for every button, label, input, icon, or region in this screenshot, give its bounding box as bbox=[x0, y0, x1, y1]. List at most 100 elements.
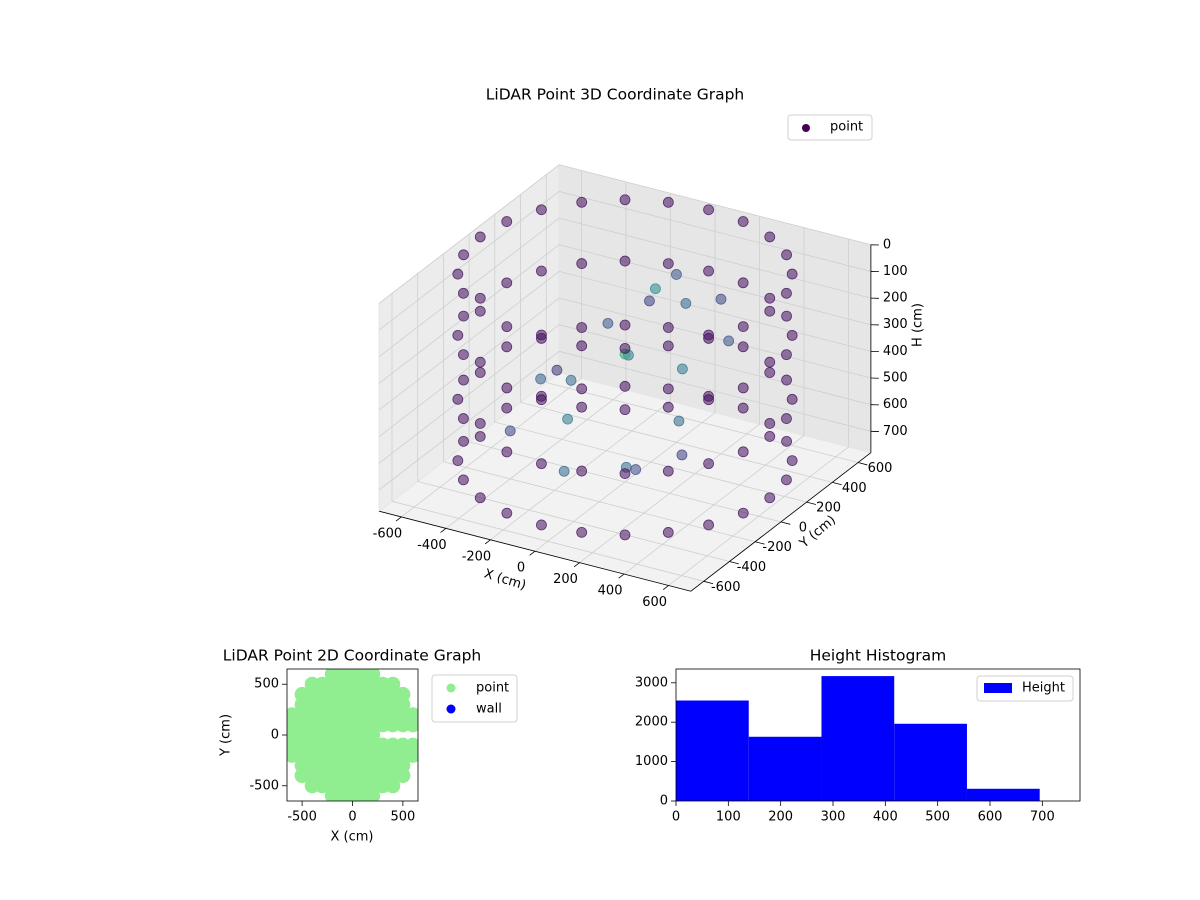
x-tick-label: -500 bbox=[287, 810, 317, 825]
point bbox=[715, 293, 727, 305]
grid-line bbox=[494, 421, 807, 503]
y-tick-label: -500 bbox=[249, 778, 279, 793]
x-axis-line bbox=[379, 510, 691, 592]
point bbox=[764, 305, 776, 317]
point bbox=[576, 401, 588, 413]
z-tick-label: 700 bbox=[883, 424, 908, 439]
grid-line bbox=[546, 382, 859, 463]
x-tick-label: 400 bbox=[598, 584, 623, 599]
point bbox=[781, 310, 792, 322]
legend-box bbox=[787, 114, 873, 141]
point bbox=[781, 413, 792, 424]
point bbox=[452, 268, 464, 280]
point bbox=[452, 329, 464, 341]
grid-line bbox=[559, 244, 871, 326]
grid-line bbox=[443, 461, 756, 543]
point bbox=[703, 394, 714, 406]
z-tick-label: 200 bbox=[883, 291, 908, 306]
grid-line bbox=[559, 191, 871, 272]
point bbox=[458, 474, 469, 486]
y-tick-label: 0 bbox=[660, 794, 668, 809]
point bbox=[536, 204, 547, 216]
grid-line bbox=[378, 297, 560, 437]
point bbox=[576, 526, 588, 538]
point bbox=[576, 258, 588, 269]
bar bbox=[821, 676, 895, 801]
point bbox=[501, 277, 513, 289]
point bbox=[723, 335, 735, 347]
point bbox=[576, 383, 588, 395]
bar bbox=[676, 700, 749, 801]
grid-line bbox=[559, 270, 871, 352]
chart-title: LiDAR Point 2D Coordinate Graph bbox=[223, 647, 481, 665]
x-tick-label: -400 bbox=[417, 538, 447, 553]
point bbox=[703, 204, 714, 216]
tick-mark bbox=[440, 528, 447, 533]
grid-line bbox=[520, 401, 833, 483]
point bbox=[551, 364, 563, 376]
point bbox=[680, 297, 692, 309]
point bbox=[501, 216, 513, 227]
legend-marker bbox=[446, 683, 456, 693]
x-tick-label: 100 bbox=[716, 810, 741, 825]
point bbox=[764, 431, 776, 442]
point bbox=[385, 676, 401, 692]
point bbox=[458, 310, 469, 322]
grid-line bbox=[559, 324, 871, 406]
x-tick-label: 200 bbox=[768, 810, 793, 825]
point bbox=[737, 507, 749, 519]
legend-label: Height bbox=[1022, 681, 1065, 696]
point bbox=[737, 382, 749, 394]
point bbox=[619, 194, 631, 206]
y-tick-label: 600 bbox=[868, 461, 893, 476]
tick-mark bbox=[703, 580, 714, 585]
grid-line bbox=[469, 441, 781, 523]
point bbox=[786, 329, 798, 341]
y-tick-label: 400 bbox=[842, 481, 867, 496]
point bbox=[764, 418, 776, 429]
tick-mark bbox=[857, 462, 868, 466]
point bbox=[619, 255, 631, 267]
point bbox=[458, 349, 469, 361]
z-tick-label: 400 bbox=[883, 344, 908, 359]
chart-title: LiDAR Point 3D Coordinate Graph bbox=[486, 86, 744, 104]
grid-line bbox=[378, 164, 560, 304]
legend-label: wall bbox=[476, 702, 502, 717]
y-tick-label: 2000 bbox=[635, 715, 668, 730]
x-axis-label: X (cm) bbox=[331, 830, 374, 845]
legend-label: point bbox=[830, 120, 863, 135]
point bbox=[536, 333, 547, 344]
point bbox=[703, 265, 714, 277]
grid-line bbox=[378, 271, 560, 411]
point bbox=[764, 231, 776, 243]
tick-mark bbox=[832, 481, 842, 486]
point bbox=[458, 413, 469, 424]
point bbox=[781, 474, 792, 486]
y-tick-label: 1000 bbox=[635, 754, 668, 769]
point bbox=[365, 669, 381, 682]
x-tick-label: 0 bbox=[348, 810, 356, 825]
point bbox=[458, 374, 469, 386]
point bbox=[535, 373, 547, 385]
x-tick-label: 600 bbox=[978, 810, 1003, 825]
point bbox=[405, 707, 418, 723]
grid-line bbox=[378, 217, 560, 357]
legend-label: point bbox=[476, 681, 509, 696]
point bbox=[786, 455, 798, 467]
point bbox=[662, 383, 674, 395]
x-tick-label: 200 bbox=[553, 572, 578, 587]
point bbox=[662, 322, 674, 333]
grid-line bbox=[559, 297, 871, 379]
point bbox=[474, 231, 486, 243]
z-tick-label: 0 bbox=[883, 237, 891, 252]
point bbox=[536, 519, 547, 531]
point bbox=[644, 295, 655, 307]
point bbox=[781, 287, 792, 299]
point bbox=[458, 435, 469, 447]
z-axis-label: H (cm) bbox=[911, 303, 926, 347]
legend-box bbox=[976, 675, 1074, 702]
point bbox=[662, 465, 674, 477]
x-tick-label: 500 bbox=[925, 810, 950, 825]
grid-line bbox=[391, 500, 704, 582]
point bbox=[764, 367, 776, 378]
